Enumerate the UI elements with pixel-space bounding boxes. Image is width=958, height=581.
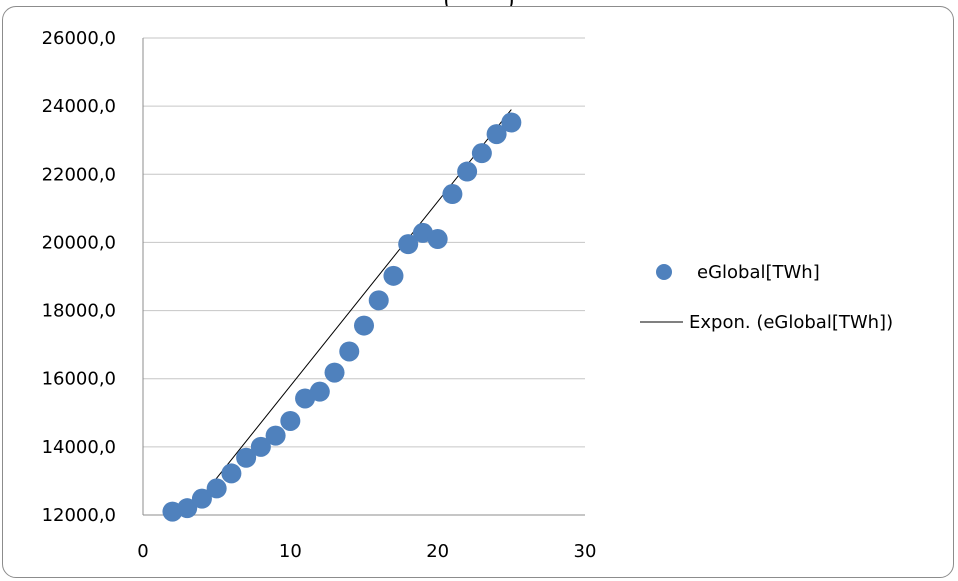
y-tick-label-5: 22000,0 bbox=[42, 164, 116, 185]
y-tick-label-0: 12000,0 bbox=[42, 505, 116, 526]
y-tick-label-2: 16000,0 bbox=[42, 369, 116, 390]
data-point-18 bbox=[398, 234, 419, 255]
data-point-15 bbox=[354, 315, 374, 336]
data-point-24 bbox=[486, 124, 507, 145]
clipped-caption: ( ) bbox=[0, 0, 958, 12]
data-point-9 bbox=[265, 425, 286, 446]
y-tick-label-7: 26000,0 bbox=[42, 28, 116, 49]
legend: eGlobal[TWh] Expon. (eGlobal[TWh]) bbox=[640, 262, 893, 333]
data-point-17 bbox=[383, 265, 404, 286]
y-tick-label-1: 14000,0 bbox=[42, 437, 116, 458]
legend-marker-eglobal bbox=[656, 264, 672, 280]
chart-area bbox=[2, 6, 954, 578]
x-tick-label-3: 30 bbox=[574, 541, 597, 562]
data-point-5 bbox=[206, 478, 227, 499]
data-point-3 bbox=[177, 498, 198, 519]
axes bbox=[142, 38, 585, 516]
gridlines bbox=[143, 37, 585, 448]
x-tick-label-0: 0 bbox=[137, 541, 148, 562]
data-point-12 bbox=[309, 381, 330, 402]
data-point-25 bbox=[501, 112, 522, 133]
x-tick-label-2: 20 bbox=[426, 541, 449, 562]
y-tick-label-6: 24000,0 bbox=[42, 96, 116, 117]
data-point-20 bbox=[427, 229, 448, 250]
data-point-4 bbox=[191, 488, 212, 509]
tick-labels: 12000,0 14000,0 16000,0 18000,0 20000,0 22000… bbox=[42, 28, 597, 562]
trendline-layer bbox=[186, 109, 512, 516]
trendline-exponential bbox=[186, 109, 512, 516]
y-tick-label-4: 20000,0 bbox=[42, 232, 116, 253]
data-point-22 bbox=[457, 161, 478, 182]
data-point-13 bbox=[324, 362, 345, 383]
data-point-14 bbox=[339, 341, 360, 362]
legend-label-trendline: Expon. (eGlobal[TWh]) bbox=[689, 312, 893, 333]
data-point-7 bbox=[236, 447, 257, 468]
data-point-8 bbox=[250, 436, 271, 457]
data-point-6 bbox=[221, 463, 242, 484]
data-point-23 bbox=[471, 143, 492, 164]
data-point-10 bbox=[280, 410, 301, 431]
data-point-16 bbox=[368, 290, 389, 311]
data-point-21 bbox=[442, 184, 463, 205]
x-tick-label-1: 10 bbox=[279, 541, 302, 562]
legend-label-eglobal: eGlobal[TWh] bbox=[697, 262, 820, 283]
data-points bbox=[162, 112, 522, 522]
y-tick-label-3: 18000,0 bbox=[42, 301, 116, 322]
